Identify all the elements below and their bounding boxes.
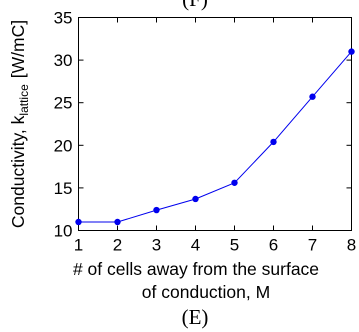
x-tick-label: 1: [74, 236, 83, 255]
y-tick-label: 15: [54, 179, 73, 198]
data-point: [75, 218, 82, 226]
y-tick-label: 35: [54, 9, 73, 28]
x-axis-ticks: 1 2 3 4 5 6 7 8: [74, 17, 356, 255]
x-tick-label: 8: [347, 236, 356, 255]
plot-frame: [78, 17, 352, 231]
data-point: [270, 138, 277, 146]
y-tick-label: 20: [54, 136, 73, 155]
x-tick-label: 7: [308, 236, 317, 255]
x-tick-label: 3: [152, 236, 161, 255]
y-axis-ticks: 10 15 20 25 30 35: [54, 9, 352, 241]
data-point: [192, 195, 199, 203]
data-point: [348, 48, 355, 55]
x-tick-label: 5: [230, 236, 239, 255]
series-line: [78, 51, 352, 223]
data-point: [114, 218, 121, 226]
series-layer: [75, 48, 355, 226]
x-axis-label-line1: # of cells away from the surface: [73, 259, 319, 279]
data-point: [153, 206, 160, 214]
y-axis-label: Conductivity, klattice [W/mC]: [8, 20, 31, 228]
figure-caption: (E): [182, 305, 209, 329]
y-tick-label: 25: [54, 94, 73, 113]
x-tick-label: 2: [113, 236, 122, 255]
y-tick-label: 10: [54, 222, 73, 241]
data-point: [309, 93, 316, 100]
y-axis-label-unit: [W/mC]: [8, 20, 28, 78]
data-point: [231, 179, 238, 186]
y-tick-label: 30: [54, 51, 73, 70]
x-tick-label: 4: [191, 236, 200, 255]
top-caption: (F): [182, 0, 208, 11]
y-axis-label-subscript: lattice: [17, 84, 31, 116]
x-tick-label: 6: [269, 236, 278, 255]
y-axis-label-main: Conductivity, k: [8, 115, 28, 228]
x-axis-label-line2: of conduction, M: [142, 282, 270, 302]
